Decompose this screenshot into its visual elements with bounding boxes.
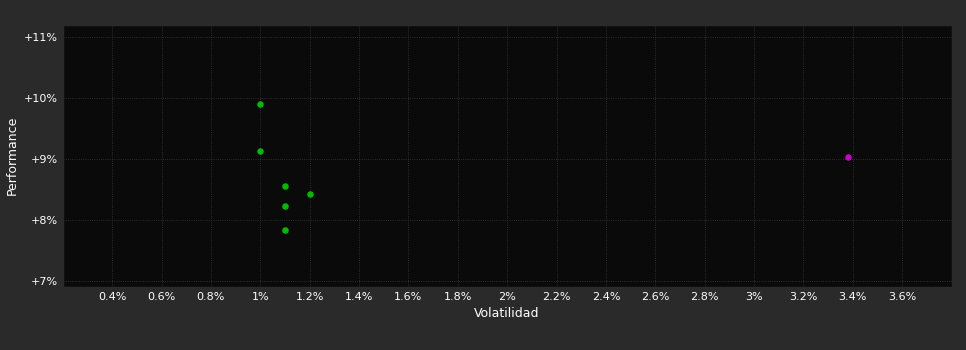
Point xyxy=(840,154,856,160)
Point xyxy=(277,183,293,189)
Point xyxy=(302,191,318,197)
Point xyxy=(277,204,293,209)
Point xyxy=(277,228,293,233)
Point xyxy=(252,101,268,107)
Point xyxy=(252,148,268,154)
X-axis label: Volatilidad: Volatilidad xyxy=(474,307,540,320)
Y-axis label: Performance: Performance xyxy=(6,116,18,195)
